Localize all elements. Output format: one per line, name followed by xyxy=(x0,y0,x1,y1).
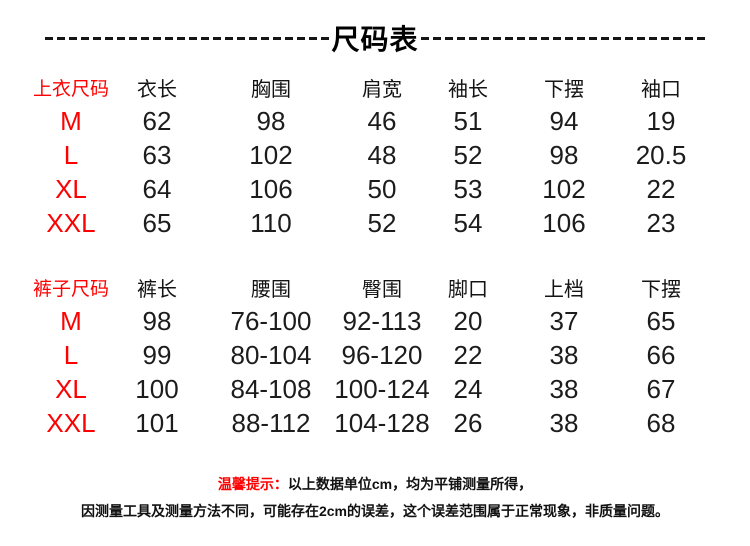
tops-col-hem: 下摆 xyxy=(544,78,584,101)
value-cell: 48 xyxy=(367,139,397,170)
value-cell: 106 xyxy=(249,173,293,204)
footer-tip-text: 以上数据单位cm，均为平铺测量所得， xyxy=(287,476,533,492)
size-cell: M xyxy=(60,305,82,336)
value-cell: 50 xyxy=(367,173,397,204)
pants-col-waist: 腰围 xyxy=(251,278,291,301)
value-cell: 20.5 xyxy=(635,139,687,170)
value-cell: 20 xyxy=(453,305,483,336)
pants-table-label: 裤子尺码 xyxy=(32,278,109,300)
footer-note: 温馨提示：以上数据单位cm，均为平铺测量所得， 因测量工具及测量方法不同，可能存… xyxy=(0,471,750,525)
pants-col-rise: 上档 xyxy=(544,278,584,301)
value-cell: 104-128 xyxy=(334,407,430,438)
value-cell: 98 xyxy=(549,139,579,170)
tops-row-xl: XL 64 106 50 53 102 22 xyxy=(28,172,708,206)
size-cell: L xyxy=(63,139,79,170)
value-cell: 52 xyxy=(453,139,483,170)
footer-line-1: 温馨提示：以上数据单位cm，均为平铺测量所得， xyxy=(0,471,750,498)
pants-col-pants-length: 裤长 xyxy=(137,278,177,301)
value-cell: 54 xyxy=(453,207,483,238)
value-cell: 66 xyxy=(646,339,676,370)
size-cell: M xyxy=(60,105,82,136)
value-cell: 46 xyxy=(367,105,397,136)
tops-col-shoulder: 肩宽 xyxy=(362,78,402,101)
value-cell: 67 xyxy=(646,373,676,404)
tops-col-cuff: 袖口 xyxy=(641,78,681,101)
value-cell: 63 xyxy=(142,139,172,170)
pants-col-hem: 下摆 xyxy=(641,278,681,301)
value-cell: 106 xyxy=(542,207,586,238)
pants-size-table: 裤子尺码 裤长 腰围 臀围 脚口 上档 下摆 M 98 76-100 92-11… xyxy=(28,270,708,440)
tops-row-xxl: XXL 65 110 52 54 106 23 xyxy=(28,206,708,240)
value-cell: 94 xyxy=(549,105,579,136)
pants-row-l: L 99 80-104 96-120 22 38 66 xyxy=(28,338,708,372)
pants-header-row: 裤子尺码 裤长 腰围 臀围 脚口 上档 下摆 xyxy=(28,270,708,304)
value-cell: 64 xyxy=(142,173,172,204)
pants-row-xxl: XXL 101 88-112 104-128 26 38 68 xyxy=(28,406,708,440)
value-cell: 37 xyxy=(549,305,579,336)
value-cell: 51 xyxy=(453,105,483,136)
tops-col-garment-length: 衣长 xyxy=(137,78,177,101)
size-cell: L xyxy=(63,339,79,370)
value-cell: 53 xyxy=(453,173,483,204)
title-row: 尺码表 xyxy=(45,23,706,55)
tops-header-row: 上衣尺码 衣长 胸围 肩宽 袖长 下摆 袖口 xyxy=(28,70,708,104)
footer-line-2: 因测量工具及测量方法不同，可能存在2cm的误差，这个误差范围属于正常现象，非质量… xyxy=(80,503,670,519)
value-cell: 62 xyxy=(142,105,172,136)
value-cell: 101 xyxy=(135,407,179,438)
pants-row-m: M 98 76-100 92-113 20 37 65 xyxy=(28,304,708,338)
value-cell: 100-124 xyxy=(334,373,430,404)
value-cell: 76-100 xyxy=(230,305,312,336)
value-cell: 24 xyxy=(453,373,483,404)
value-cell: 26 xyxy=(453,407,483,438)
value-cell: 110 xyxy=(250,207,292,238)
value-cell: 38 xyxy=(549,407,579,438)
value-cell: 84-108 xyxy=(230,373,312,404)
value-cell: 52 xyxy=(367,207,397,238)
value-cell: 102 xyxy=(249,139,293,170)
value-cell: 65 xyxy=(142,207,172,238)
value-cell: 23 xyxy=(646,207,676,238)
value-cell: 92-113 xyxy=(342,305,422,336)
value-cell: 38 xyxy=(549,373,579,404)
value-cell: 80-104 xyxy=(230,339,312,370)
value-cell: 65 xyxy=(646,305,676,336)
pants-row-xl: XL 100 84-108 100-124 24 38 67 xyxy=(28,372,708,406)
value-cell: 22 xyxy=(646,173,676,204)
value-cell: 96-120 xyxy=(341,339,423,370)
tops-size-table: 上衣尺码 衣长 胸围 肩宽 袖长 下摆 袖口 M 62 98 46 51 94 … xyxy=(28,70,708,240)
footer-tip-label: 温馨提示： xyxy=(217,476,288,492)
tops-table-label: 上衣尺码 xyxy=(32,78,109,100)
size-cell: XXL xyxy=(46,207,96,238)
value-cell: 22 xyxy=(453,339,483,370)
size-cell: XL xyxy=(55,173,87,204)
title-dash-left xyxy=(45,36,330,40)
tops-col-sleeve-length: 袖长 xyxy=(448,78,488,101)
pants-col-leg-opening: 脚口 xyxy=(448,278,488,301)
value-cell: 102 xyxy=(542,173,586,204)
size-cell: XL xyxy=(55,373,87,404)
tops-row-l: L 63 102 48 52 98 20.5 xyxy=(28,138,708,172)
value-cell: 100 xyxy=(135,373,179,404)
value-cell: 99 xyxy=(142,339,172,370)
title-dash-right xyxy=(420,36,706,40)
pants-col-hip: 臀围 xyxy=(362,278,402,301)
value-cell: 88-112 xyxy=(231,407,311,438)
value-cell: 98 xyxy=(142,305,172,336)
size-cell: XXL xyxy=(46,407,96,438)
tops-col-chest: 胸围 xyxy=(251,78,291,101)
value-cell: 98 xyxy=(256,105,286,136)
page-title: 尺码表 xyxy=(331,24,419,55)
tops-row-m: M 62 98 46 51 94 19 xyxy=(28,104,708,138)
value-cell: 68 xyxy=(646,407,676,438)
value-cell: 38 xyxy=(549,339,579,370)
value-cell: 19 xyxy=(646,105,676,136)
